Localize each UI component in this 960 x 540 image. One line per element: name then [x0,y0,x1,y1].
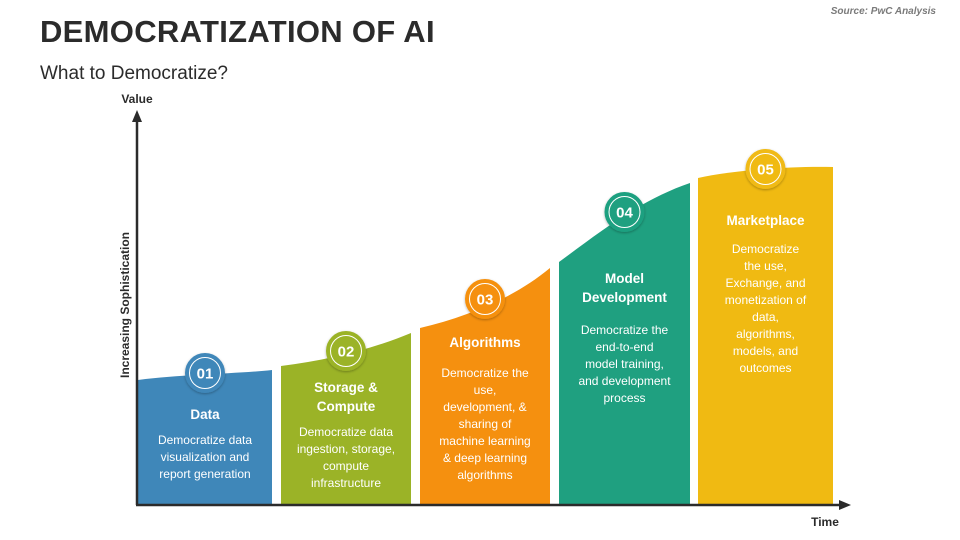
stage-description-line: monetization of [725,293,807,307]
stage-title: Marketplace [726,213,805,228]
stage-description-line: models, and [733,344,798,358]
stage-description-line: outcomes [739,361,791,375]
stage-description-line: compute [323,459,369,473]
axes: Value Increasing Sophistication Time [118,92,851,529]
stage-column [559,183,690,504]
stage-description-line: development, & [443,400,526,414]
stage-column [698,166,833,504]
stage-description-line: visualization and [161,450,250,464]
stage-description-line: Democratize the [581,323,669,337]
stage-01: 01 Data Democratize data visualization and r… [138,353,272,504]
stage-column [281,333,411,504]
stage-description-line: use, [474,383,497,397]
stage-description-line: Democratize data [299,425,393,439]
stage-03: 03 Algorithms Democratize the use, developme… [420,268,550,504]
stage-description-line: Democratize [732,242,800,256]
stage-number: 01 [197,366,214,383]
stage-title: Development [582,290,667,305]
stage-description-line: ingestion, storage, [297,442,395,456]
stage-number-fill [750,154,781,184]
stage-title: Model [605,271,644,286]
stage-description-line: Democratize the [441,366,529,380]
stage-title: Data [190,407,220,422]
stage-description-line: algorithms, [736,327,795,341]
stage-description-line: model training, [585,357,664,371]
page-title: DEMOCRATIZATION OF AI [40,14,435,49]
stage-05: 05 Marketplace Democratize the use, Exchange… [698,149,833,504]
stage-description-line: Democratize data [158,433,252,447]
y-axis-side-label: Increasing Sophistication [118,232,132,378]
stage-description-line: machine learning [439,434,530,448]
stage-title: Storage & [314,380,378,395]
stage-04: 04 Model Development Democratize the end-to-… [559,183,690,504]
stage-description-line: process [603,391,645,405]
stage-description-line: Exchange, and [725,276,805,290]
stage-description-line: the use, [744,259,787,273]
stage-number: 05 [757,162,774,179]
stage-number-fill [609,197,640,227]
stage-description-line: infrastructure [311,476,381,490]
stage-description-line: algorithms [457,468,512,482]
source-note: Source: PwC Analysis [830,6,936,17]
stage-description-line: report generation [159,467,250,481]
stage-description-line: sharing of [459,417,512,431]
x-axis-label: Time [811,515,839,529]
stage-description-line: end-to-end [595,340,653,354]
stage-number-fill [190,358,220,388]
stage-number: 03 [477,292,494,309]
stage-number-fill [470,284,500,314]
stage-02: 02 Storage & Compute Democratize data ingest… [281,331,411,504]
page-subtitle: What to Democratize? [40,63,228,84]
stage-title: Compute [317,399,376,414]
y-axis-arrow [132,110,142,122]
stage-columns: 01 Data Democratize data visualization and r… [138,149,833,504]
y-axis-label: Value [121,92,153,106]
stage-description-line: & deep learning [443,451,527,465]
stage-column [420,268,550,504]
stage-description-line: data, [752,310,779,324]
x-axis-arrow [839,500,851,510]
stage-number-fill [331,336,361,366]
stage-column [138,370,272,504]
stage-description-line: and development [578,374,671,388]
stage-title: Algorithms [449,335,520,350]
stage-number: 02 [338,344,355,361]
stage-number: 04 [616,205,633,222]
